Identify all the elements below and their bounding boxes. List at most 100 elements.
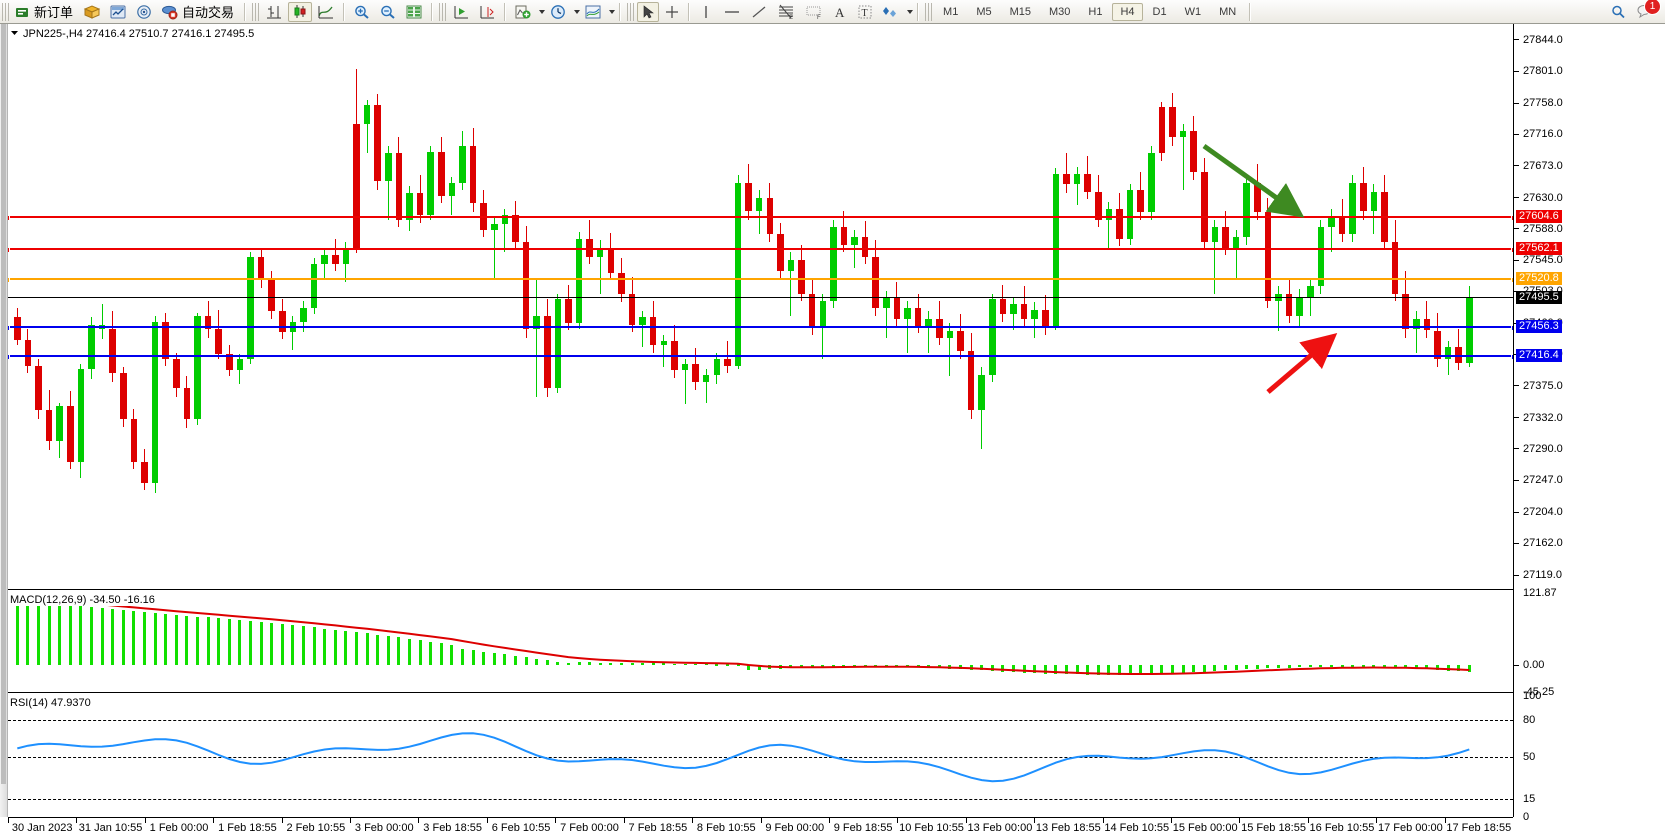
candle-body[interactable] [533, 315, 540, 329]
add-indicator-dropdown-caret[interactable] [539, 9, 546, 14]
candle-body[interactable] [702, 374, 710, 383]
chart-shift-button[interactable] [475, 2, 499, 22]
objects-grip[interactable] [627, 2, 635, 21]
candle-body[interactable] [1423, 318, 1431, 331]
candle-body[interactable] [363, 104, 371, 124]
candle-body[interactable] [1169, 107, 1176, 137]
fibonacci-button[interactable]: E [773, 2, 799, 22]
candle-body[interactable] [1063, 173, 1070, 185]
shapes-dropdown-caret[interactable] [907, 9, 914, 14]
candle-body[interactable] [278, 311, 286, 332]
scrollbar-thumb[interactable] [1, 24, 6, 784]
candle-body[interactable] [1307, 286, 1314, 297]
candle-body[interactable] [1285, 293, 1293, 316]
price-label-resistance-1[interactable]: 27604.6 [1516, 210, 1562, 224]
timeframe-grip[interactable] [925, 2, 933, 21]
candle-body[interactable] [936, 318, 943, 338]
candle-body[interactable] [501, 215, 509, 225]
candle-body[interactable] [268, 280, 275, 312]
candle-body[interactable] [215, 329, 222, 355]
candle-body[interactable] [1148, 153, 1155, 213]
candle-body[interactable] [67, 405, 74, 462]
candle-body[interactable] [808, 293, 816, 327]
candle-body[interactable] [1190, 131, 1198, 173]
candle-body[interactable] [1391, 241, 1399, 294]
candle-body[interactable] [225, 354, 233, 371]
candle-body[interactable] [660, 340, 668, 346]
candle-body[interactable] [766, 197, 774, 235]
candle-body[interactable] [459, 145, 466, 183]
period-dropdown-caret[interactable] [574, 9, 581, 14]
level-handle[interactable] [1511, 277, 1513, 284]
chevron-down-icon[interactable] [10, 28, 19, 40]
candle-body[interactable] [1020, 303, 1028, 319]
candle-body[interactable] [565, 299, 572, 324]
candle-body[interactable] [925, 318, 933, 327]
candle-body[interactable] [1444, 346, 1452, 359]
candle-body[interactable] [1158, 107, 1166, 154]
rsi-pane[interactable] [8, 696, 1513, 817]
candle-body[interactable] [978, 374, 986, 411]
text-button[interactable]: A [829, 2, 851, 22]
level-line-27456.3[interactable] [8, 324, 1513, 331]
level-handle[interactable] [8, 354, 10, 361]
candle-body[interactable] [416, 193, 424, 216]
candle-body[interactable] [904, 308, 911, 319]
candle-body[interactable] [575, 238, 583, 324]
candle-body[interactable] [1010, 303, 1017, 315]
candle-body[interactable] [1264, 212, 1272, 301]
candle-body[interactable] [1232, 237, 1240, 248]
terminal-button[interactable] [80, 2, 104, 22]
candle-body[interactable] [787, 259, 795, 272]
candle-body[interactable] [1095, 191, 1102, 220]
candle-body[interactable] [745, 182, 752, 211]
candle-body[interactable] [522, 241, 530, 330]
level-handle[interactable] [8, 215, 10, 222]
candle-body[interactable] [861, 237, 869, 257]
candle-body[interactable] [851, 237, 858, 245]
candle-body[interactable] [204, 315, 212, 329]
candle-body[interactable] [1031, 309, 1039, 319]
candle-body[interactable] [194, 315, 201, 420]
candlestick-chart-button[interactable] [288, 1, 313, 22]
candle-body[interactable] [1360, 182, 1367, 211]
cursor-button[interactable] [637, 1, 660, 22]
candle-body[interactable] [1137, 190, 1145, 213]
timeframe-m15[interactable]: M15 [1009, 5, 1031, 18]
new-order-button[interactable]: 新订单 [12, 2, 78, 22]
candle-body[interactable] [448, 182, 456, 197]
candle-body[interactable] [1402, 293, 1409, 329]
candle-body[interactable] [914, 308, 922, 327]
candle-body[interactable] [628, 293, 636, 325]
candle-body[interactable] [300, 308, 307, 322]
candle-body[interactable] [724, 358, 731, 366]
candle-body[interactable] [247, 256, 254, 359]
candle-body[interactable] [151, 321, 159, 483]
candle-body[interactable] [490, 224, 498, 231]
candle-body[interactable] [331, 255, 339, 265]
candle-body[interactable] [1222, 227, 1229, 248]
channel-button[interactable]: F [801, 2, 827, 22]
candle-body[interactable] [1370, 191, 1378, 211]
candle-body[interactable] [543, 315, 551, 389]
timeframe-h1[interactable]: H1 [1088, 5, 1103, 18]
candle-body[interactable] [893, 298, 901, 319]
candle-body[interactable] [353, 123, 360, 248]
price-label-resistance-2[interactable]: 27562.1 [1516, 241, 1562, 255]
candle-body[interactable] [713, 358, 721, 375]
candle-body[interactable] [798, 259, 805, 294]
auto-scroll-button[interactable] [449, 2, 473, 22]
bar-chart-button[interactable] [262, 2, 286, 22]
candle-body[interactable] [1116, 209, 1123, 239]
candle-body[interactable] [77, 368, 85, 462]
crosshair-button[interactable] [661, 2, 683, 22]
data-window-button[interactable] [402, 2, 426, 22]
candle-body[interactable] [109, 329, 116, 374]
trend-line-button[interactable] [747, 2, 771, 22]
timeframe-d1[interactable]: D1 [1152, 5, 1167, 18]
scroll-grip[interactable] [439, 2, 447, 21]
price-label-last-price[interactable]: 27495.5 [1516, 290, 1562, 304]
candle-body[interactable] [512, 215, 519, 242]
candle-body[interactable] [1105, 209, 1113, 220]
candle-body[interactable] [14, 317, 21, 341]
